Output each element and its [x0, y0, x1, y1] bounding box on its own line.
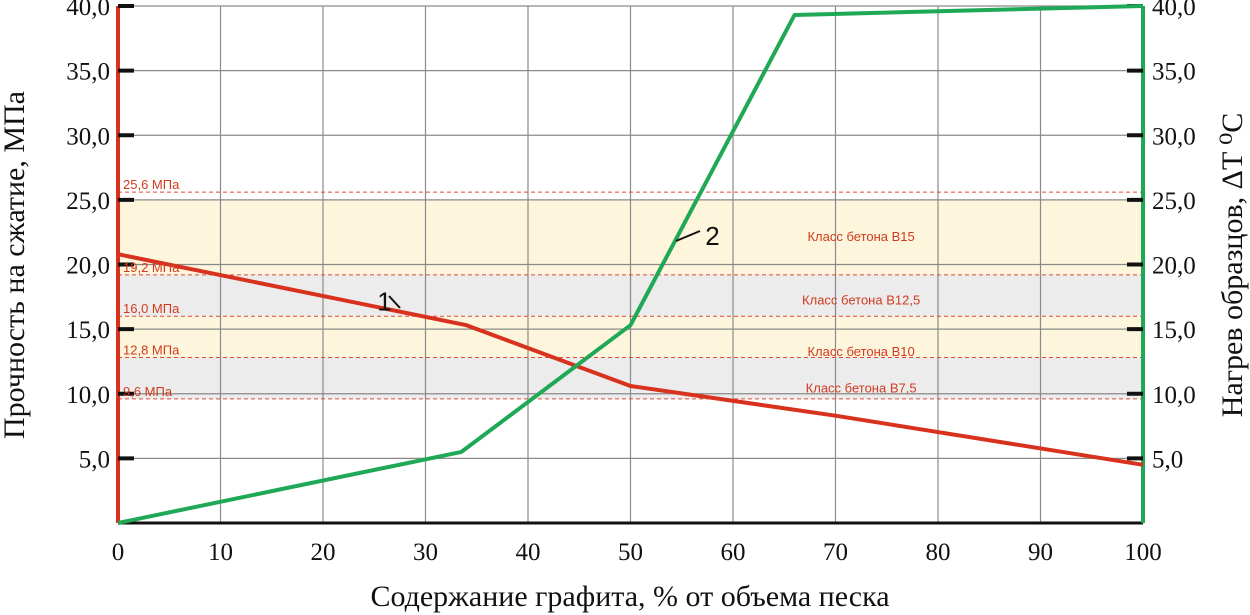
- level-label-2: 16,0 МПа: [123, 301, 180, 316]
- y-tick-label-left-0: 5,0: [79, 446, 110, 473]
- x-tick-label-1: 10: [208, 539, 233, 566]
- y-tick-label-left-1: 10,0: [66, 382, 110, 409]
- y-axis-title-left: Прочность на сжатие, МПа: [0, 91, 31, 439]
- y-tick-label-right-2: 15,0: [1152, 317, 1196, 344]
- band-label-2: Класс бетона B10: [807, 344, 914, 359]
- x-tick-label-3: 30: [413, 539, 438, 566]
- x-tick-label-8: 80: [926, 539, 951, 566]
- level-label-4: 9,6 МПа: [123, 384, 173, 399]
- y-tick-label-left-7: 40,0: [66, 0, 110, 21]
- y-tick-label-right-4: 25,0: [1152, 188, 1196, 215]
- y-tick-label-left-5: 30,0: [66, 123, 110, 150]
- y-tick-label-left-6: 35,0: [66, 59, 110, 86]
- level-label-1: 19,2 МПа: [123, 260, 180, 275]
- x-axis-title: Содержание графита, % от объема песка: [370, 580, 889, 613]
- series-layer: [117, 4, 1144, 525]
- y-axis-title-right: Нагрев образцов, ΔT ⁰C: [1216, 113, 1249, 418]
- y-tick-label-right-1: 10,0: [1152, 382, 1196, 409]
- levels-layer: [118, 191, 1143, 400]
- curve-label-leader-2: [675, 230, 701, 242]
- x-tick-label-0: 0: [112, 539, 125, 566]
- x-tick-label-5: 50: [618, 539, 643, 566]
- x-tick-label-2: 20: [311, 539, 336, 566]
- curve-label-2: 2: [705, 221, 719, 251]
- y-tick-label-right-7: 40,0: [1152, 0, 1196, 21]
- band-label-3: Класс бетона B7,5: [806, 380, 917, 395]
- y-tick-label-right-3: 20,0: [1152, 253, 1196, 280]
- x-tick-label-9: 90: [1028, 539, 1053, 566]
- grid-layer: [117, 5, 1144, 523]
- y-tick-label-right-5: 30,0: [1152, 123, 1196, 150]
- level-label-3: 12,8 МПа: [123, 343, 180, 358]
- y-tick-label-right-0: 5,0: [1152, 446, 1183, 473]
- curve-label-1: 1: [377, 287, 391, 317]
- y-tick-label-left-3: 20,0: [66, 253, 110, 280]
- labels-layer: 25,6 МПа 19,2 МПа 16,0 МПа 12,8 МПа 9,6 МПа К…: [66, 0, 1196, 566]
- x-tick-label-7: 70: [823, 539, 848, 566]
- level-label-0: 25,6 МПа: [123, 177, 180, 192]
- band-label-0: Класс бетона B15: [807, 229, 914, 244]
- y-tick-label-right-6: 35,0: [1152, 59, 1196, 86]
- x-tick-label-10: 100: [1124, 539, 1162, 566]
- x-tick-label-4: 40: [516, 539, 541, 566]
- y-tick-label-left-2: 15,0: [66, 317, 110, 344]
- x-tick-label-6: 60: [721, 539, 746, 566]
- y-tick-label-left-4: 25,0: [66, 188, 110, 215]
- band-label-1: Класс бетона B12,5: [802, 292, 920, 307]
- axes-layer: [116, 4, 1145, 525]
- curve-label-leader-1: [388, 295, 401, 309]
